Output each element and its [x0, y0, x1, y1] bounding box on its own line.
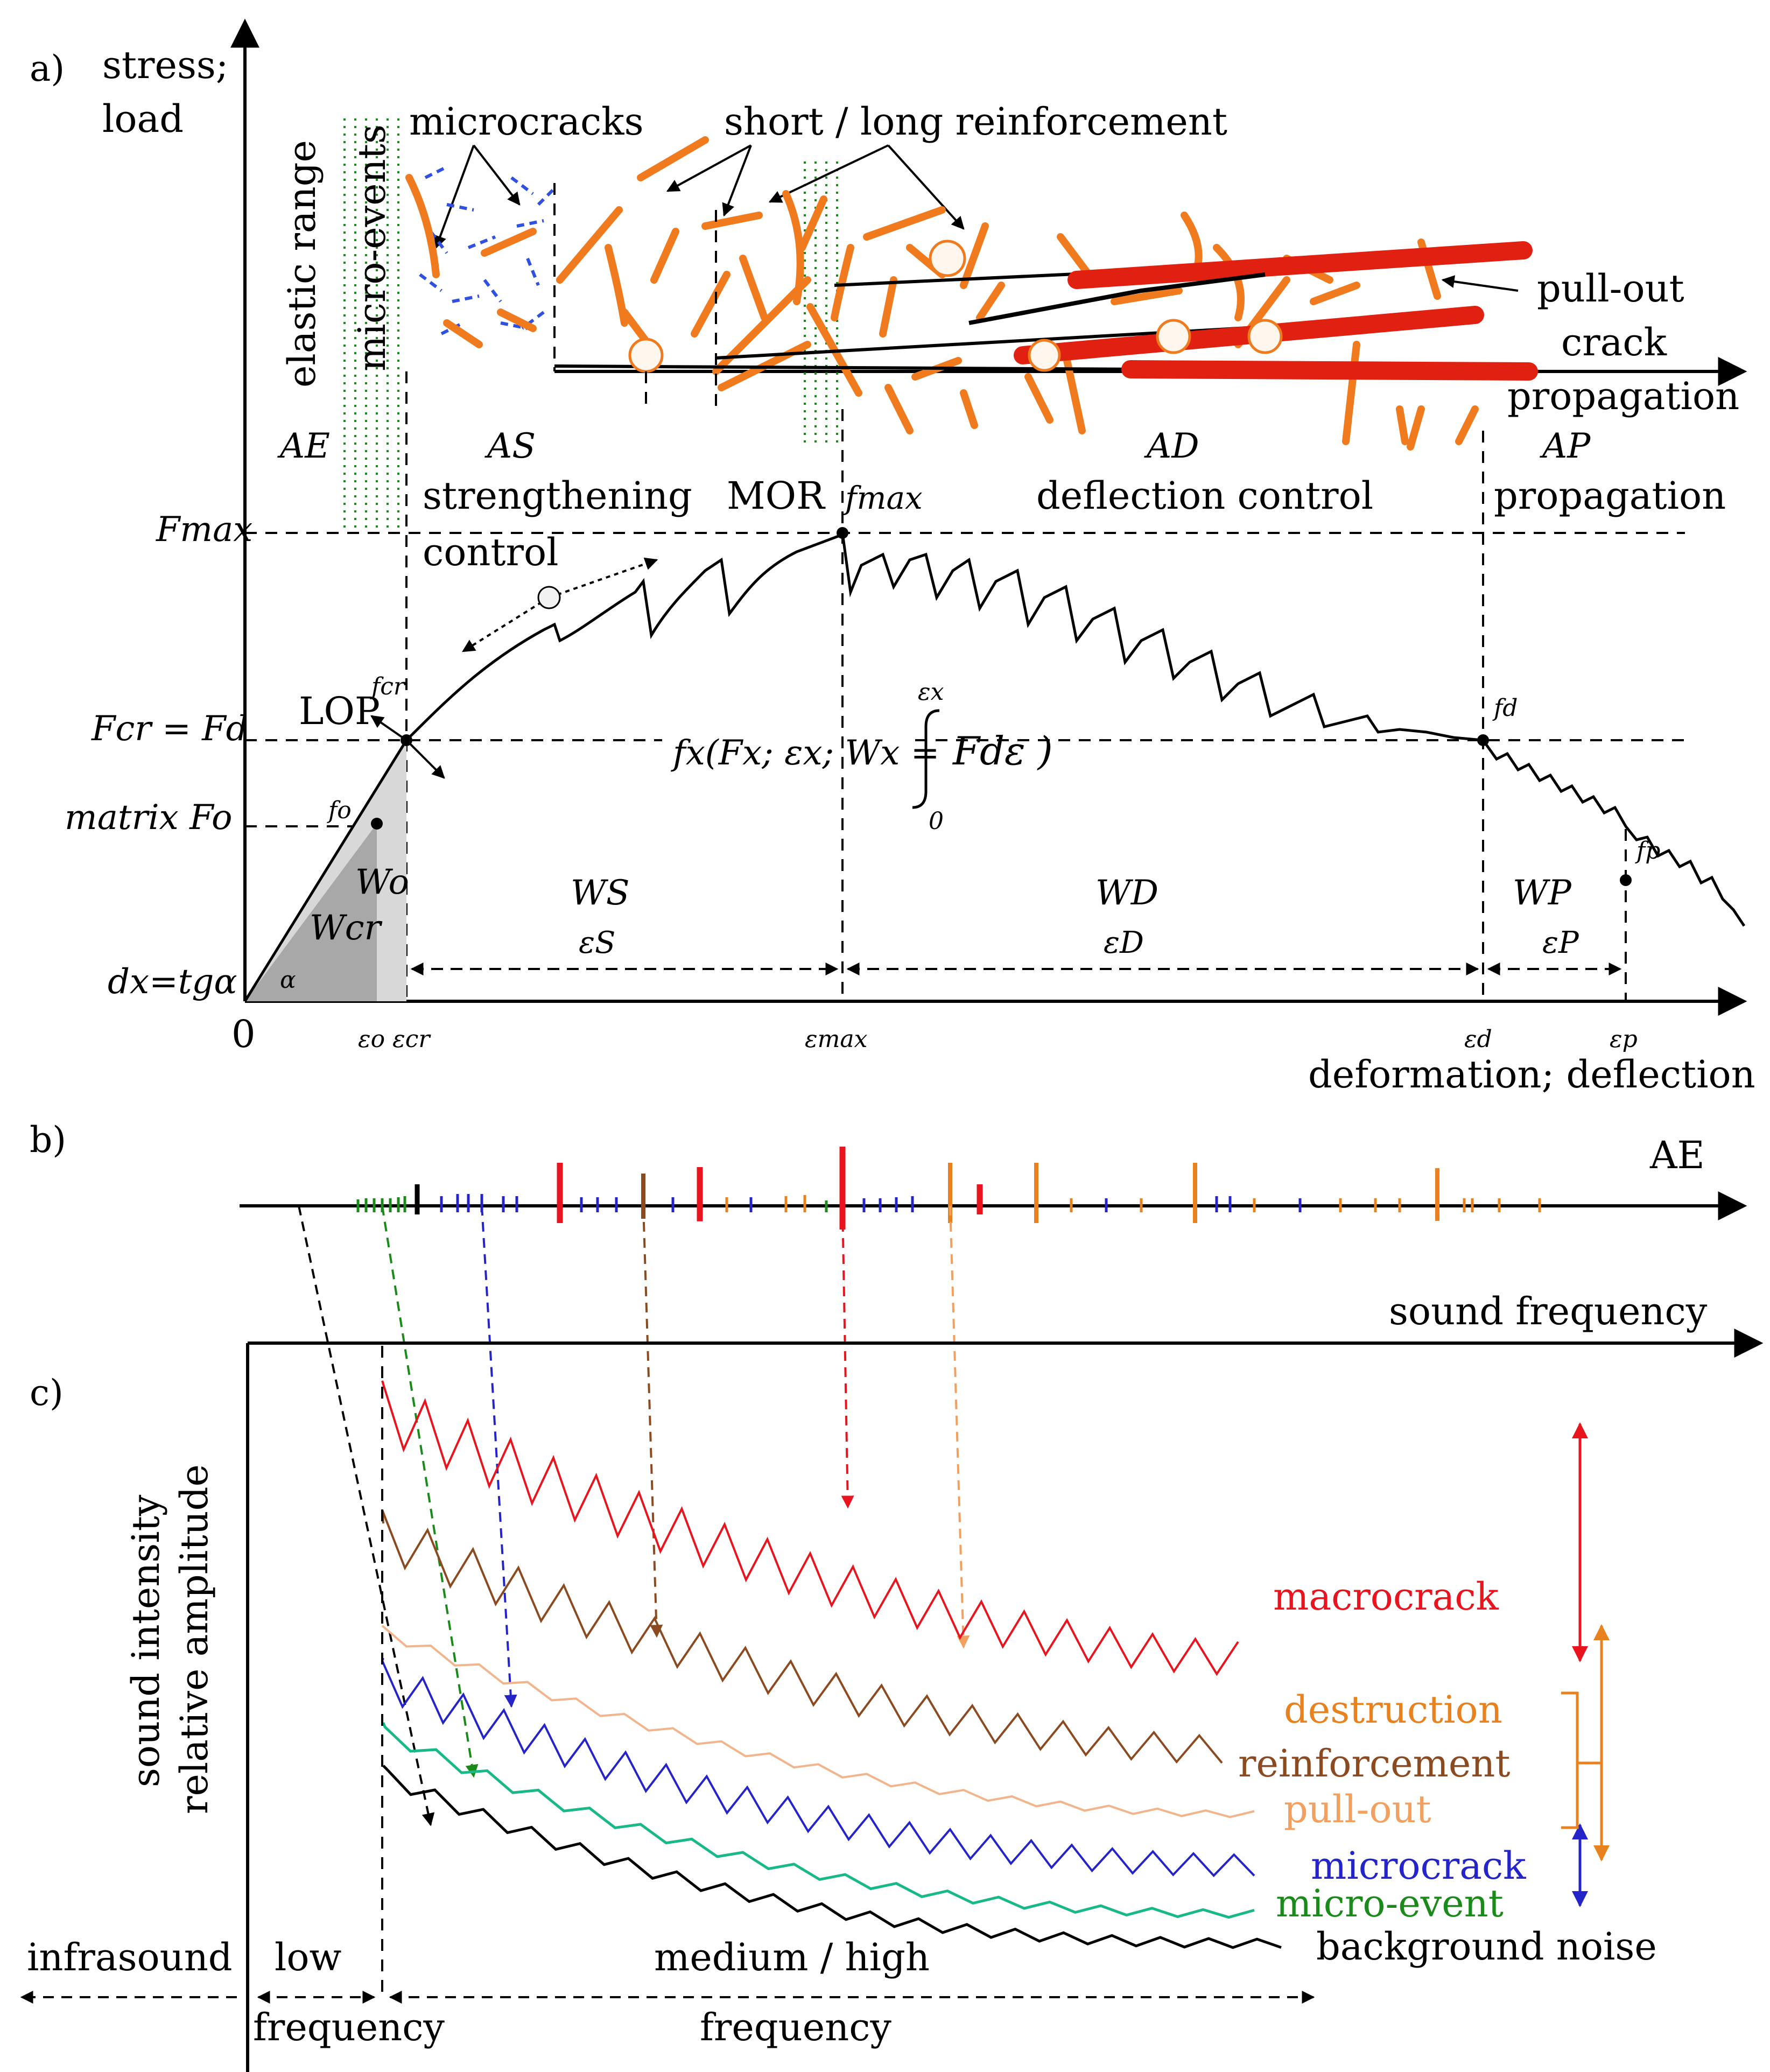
lop-label: LOP	[299, 689, 380, 733]
ws-label: WS	[571, 873, 630, 913]
sound-frequency-label: sound frequency	[1389, 1289, 1708, 1333]
strengthening-label: strengthening	[423, 474, 692, 518]
ep-range-label: εP	[1542, 925, 1579, 960]
legend-brackets	[1561, 1422, 1610, 1907]
low-frequency-label: frequency	[253, 2005, 445, 2049]
fcr-label: fcr	[370, 673, 406, 700]
legend-microcrack: microcrack	[1311, 1844, 1526, 1888]
medium-high-label: medium / high	[654, 1935, 930, 1979]
matrix-fo-level-label: matrix Fo	[65, 798, 233, 838]
ap-propagation-label: propagation	[1494, 474, 1726, 518]
micro-events-band	[343, 118, 399, 533]
legend-macrocrack: macrocrack	[1273, 1575, 1499, 1619]
legend-pull-out: pull-out	[1284, 1787, 1431, 1831]
fp-label: fp	[1635, 837, 1660, 865]
elastic-work-area-dark	[245, 824, 377, 1001]
background-noise-curve	[382, 1765, 1282, 1949]
y-axis-label-load: load	[102, 97, 184, 141]
legend-micro-event: micro-event	[1276, 1881, 1504, 1926]
wcr-label: Wcr	[310, 908, 383, 948]
reinforcement-curve	[381, 1509, 1223, 1764]
panel-a-label: a)	[30, 48, 65, 89]
ae-label: AE	[1649, 1133, 1705, 1177]
low-label: low	[275, 1935, 341, 1979]
fo-point	[371, 818, 383, 830]
formula-left: fx(Fx; εx; Wx =	[671, 733, 939, 773]
zone-AD: AD	[1144, 426, 1199, 466]
ae-event-ticks	[356, 1147, 1541, 1230]
es-label: εS	[579, 925, 615, 960]
fmax-label: fmax	[843, 480, 923, 516]
y-axis-label-amplitude: relative amplitude	[172, 1464, 216, 1814]
panel-c-label: c)	[30, 1372, 64, 1414]
pull-out-label: pull-out	[1537, 266, 1684, 311]
crack-stars	[628, 240, 1283, 373]
ed-tick: εd	[1464, 1026, 1492, 1053]
zone-AE: AE	[277, 426, 330, 466]
fmax-level-label: Fmax	[156, 510, 252, 550]
load-deflection-curve	[243, 530, 1746, 1002]
control-label: control	[423, 530, 559, 574]
fmax-point	[837, 527, 848, 539]
microcracks-label: microcracks	[409, 100, 644, 144]
dx-label: dx=tgα	[108, 962, 237, 1002]
crack-label: crack	[1561, 320, 1667, 364]
y-axis-label-intensity: sound intensity	[124, 1494, 168, 1787]
infrasound-label: infrasound	[27, 1935, 233, 1979]
fp-point	[1620, 874, 1632, 886]
y-axis-label-stress: stress;	[102, 43, 228, 87]
microcracks-illustration	[419, 165, 556, 335]
formula-integrand: Fdε )	[952, 728, 1053, 774]
micro-event-curve	[382, 1722, 1255, 1919]
ep-tick: εp	[1610, 1026, 1638, 1053]
reinforcement-label: short / long reinforcement	[724, 100, 1227, 144]
projection-arrows	[298, 1205, 970, 1827]
fd-label: fd	[1492, 694, 1518, 722]
fo-label: fo	[327, 797, 352, 824]
legend-background-noise: background noise	[1316, 1924, 1657, 1969]
formula-integral-top: εx	[918, 678, 944, 706]
curve-arrows	[370, 557, 658, 779]
wd-label: WD	[1095, 873, 1158, 913]
macrocrack-curve	[381, 1380, 1239, 1676]
pull-out-curve	[381, 1625, 1255, 1818]
fcr-fd-level-label: Fcr = Fd	[91, 709, 248, 749]
zone-AP: AP	[1540, 426, 1591, 466]
crack-event-marker	[537, 586, 561, 609]
integral-sign	[912, 709, 940, 809]
crack-propagation-label: propagation	[1507, 374, 1739, 418]
zone-AS: AS	[484, 426, 536, 466]
label-pointers	[434, 144, 1519, 292]
origin-label: 0	[231, 1012, 256, 1056]
deflection-control-label: deflection control	[1036, 474, 1373, 518]
fibres-illustration	[405, 136, 1479, 451]
micro-events-label: micro-events	[350, 124, 394, 371]
wp-label: WP	[1513, 873, 1572, 913]
microcrack-curve	[381, 1657, 1255, 1878]
fd-point	[1477, 734, 1489, 746]
mor-label: MOR	[727, 474, 826, 518]
level-lines	[245, 532, 1685, 827]
emax-tick: εmax	[805, 1026, 868, 1053]
zone-separators	[376, 183, 1627, 1001]
formula-integral-bottom: 0	[929, 807, 944, 835]
x-axis-label-a: deformation; deflection	[1308, 1052, 1755, 1097]
alpha-label: α	[280, 966, 296, 994]
medium-high-frequency-label: frequency	[700, 2005, 891, 2049]
elastic-range-label: elastic range	[280, 140, 324, 388]
legend-reinforcement: reinforcement	[1238, 1741, 1511, 1786]
long-fibres	[554, 241, 1538, 381]
panel-b-label: b)	[30, 1119, 66, 1161]
eo-ecr-tick: εo εcr	[358, 1026, 431, 1053]
ed-range-label: εD	[1104, 925, 1144, 960]
legend-destruction: destruction	[1284, 1688, 1502, 1732]
wo-label: Wo	[355, 862, 409, 902]
